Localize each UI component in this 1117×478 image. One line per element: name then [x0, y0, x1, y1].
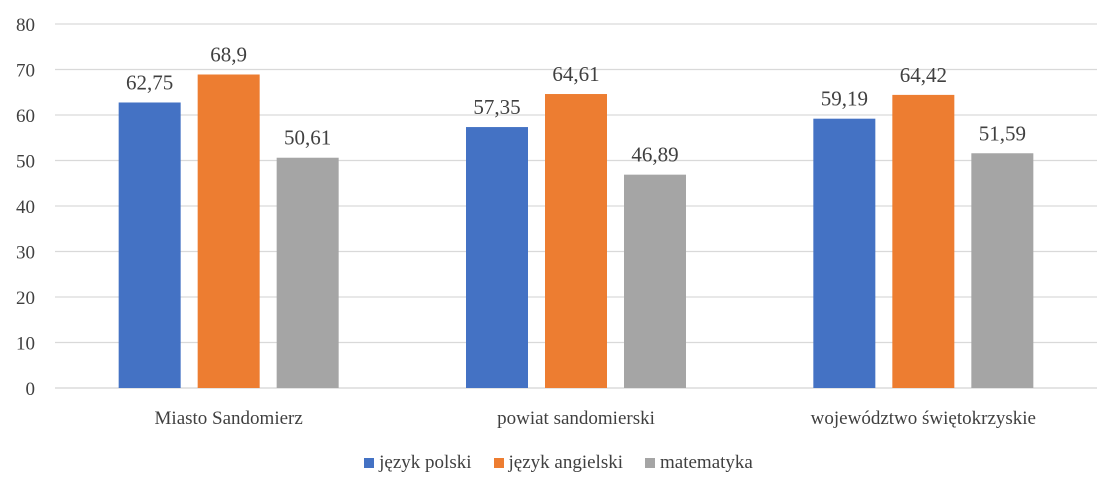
legend-label-series-0: język polski	[379, 452, 472, 473]
legend-item-series-0: język polski	[364, 452, 472, 474]
bar	[813, 118, 876, 389]
bar	[892, 94, 955, 388]
legend-label-series-2: matematyka	[660, 452, 753, 473]
bar	[118, 102, 181, 389]
y-tick-label: 50	[16, 152, 35, 173]
y-tick-label: 80	[16, 15, 35, 36]
y-tick-label: 20	[16, 288, 35, 309]
data-label: 62,75	[126, 70, 173, 94]
bar	[276, 157, 339, 388]
x-category-label: Miasto Sandomierz	[155, 408, 303, 429]
data-label: 50,61	[284, 126, 331, 150]
legend-swatch-series-1	[493, 458, 504, 468]
y-tick-label: 30	[16, 243, 35, 264]
y-tick-label: 60	[16, 106, 35, 127]
x-axis-categories: Miasto Sandomierz powiat sandomierski woje…	[155, 408, 1036, 429]
y-tick-label: 0	[26, 379, 36, 400]
legend-swatch-series-0	[364, 458, 375, 468]
x-category-label: powiat sandomierski	[497, 408, 655, 429]
bar	[624, 174, 686, 388]
y-axis-ticks: 0 10 20 30 40 50 60 70 80	[16, 15, 35, 400]
legend: język polski język angielski matematyka	[0, 452, 1117, 474]
data-label: 68,9	[210, 43, 247, 67]
bar	[971, 153, 1034, 388]
data-label: 57,35	[473, 95, 520, 119]
data-labels: 62,75 68,9 50,61 57,35 64,61 46,89 59,19 64,42 5…	[126, 43, 1026, 167]
y-tick-label: 40	[16, 197, 35, 218]
bar	[466, 127, 528, 389]
bar	[197, 74, 260, 388]
legend-swatch-series-2	[645, 458, 655, 468]
data-label: 46,89	[631, 143, 678, 167]
y-tick-label: 10	[16, 334, 35, 355]
bar-chart: 0 10 20 30 40 50 60 70 80 62,75 68,9 50,61 57,35 64,…	[16, 15, 1097, 429]
data-label: 64,61	[552, 62, 599, 86]
legend-item-series-1: język angielski	[493, 452, 624, 474]
legend-item-series-2: matematyka	[645, 452, 753, 474]
x-category-label: województwo świętokrzyskie	[811, 408, 1036, 429]
bars	[118, 74, 1034, 389]
data-label: 64,42	[900, 63, 947, 87]
data-label: 51,59	[979, 121, 1026, 145]
data-label: 59,19	[821, 87, 868, 111]
y-tick-label: 70	[16, 61, 35, 82]
bar	[545, 94, 607, 388]
legend-label-series-1: język angielski	[508, 452, 624, 473]
